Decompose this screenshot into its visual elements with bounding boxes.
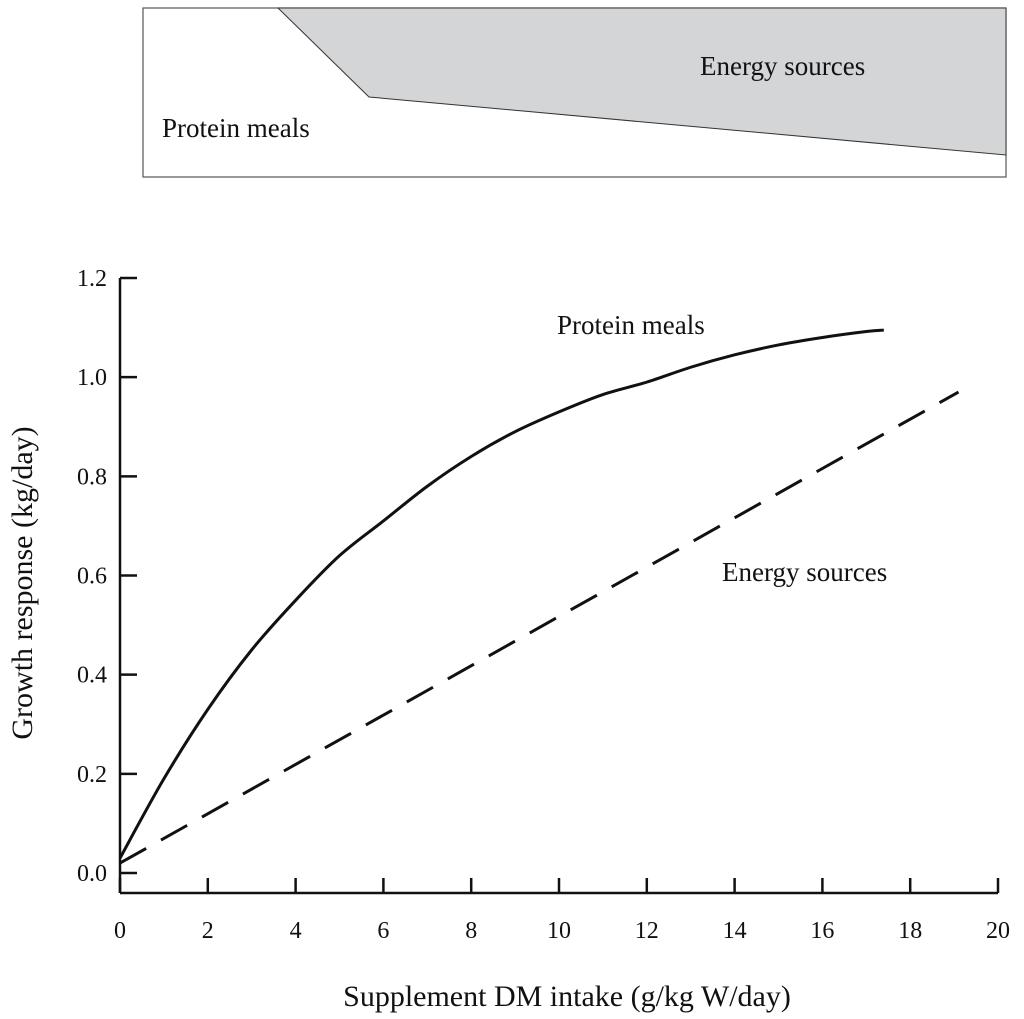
series-protein-meals <box>118 328 884 859</box>
y-tick-label: 0.4 <box>77 663 107 689</box>
energy-sources-annotation: Energy sources <box>722 557 887 587</box>
y-axis-label: Growth response (kg/day) <box>6 426 39 739</box>
energy-sources-area <box>276 7 1007 156</box>
top-protein-label: Protein meals <box>162 113 310 143</box>
series-energy-sources <box>119 390 960 865</box>
x-tick-label: 10 <box>547 918 571 944</box>
y-tick-label: 0.0 <box>77 861 107 887</box>
x-tick-label: 8 <box>465 918 477 944</box>
top-energy-label: Energy sources <box>700 51 865 81</box>
x-tick-label: 4 <box>290 918 302 944</box>
y-tick-label: 1.0 <box>77 365 107 391</box>
x-tick-label: 0 <box>114 918 126 944</box>
top-panel: Energy sources Protein meals <box>142 7 1007 178</box>
y-tick-label: 1.2 <box>77 266 107 292</box>
x-tick-label: 20 <box>986 918 1010 944</box>
x-tick-label: 12 <box>635 918 659 944</box>
y-tick-label: 0.8 <box>77 464 107 490</box>
x-tick-label: 14 <box>723 918 747 944</box>
y-tick-label: 0.6 <box>77 564 107 590</box>
x-tick-label: 2 <box>202 918 214 944</box>
x-tick-label: 16 <box>810 918 834 944</box>
x-tick-label: 18 <box>898 918 922 944</box>
x-axis-label: Supplement DM intake (g/kg W/day) <box>343 980 791 1013</box>
protein-meals-annotation: Protein meals <box>557 310 705 340</box>
y-tick-label: 0.2 <box>77 762 107 788</box>
x-tick-label: 6 <box>377 918 389 944</box>
plot-area: 0 2 4 6 8 10 12 14 16 18 20 0.0 0.2 0.4 0.6 0.8 1.0 1.2 <box>77 266 1010 944</box>
